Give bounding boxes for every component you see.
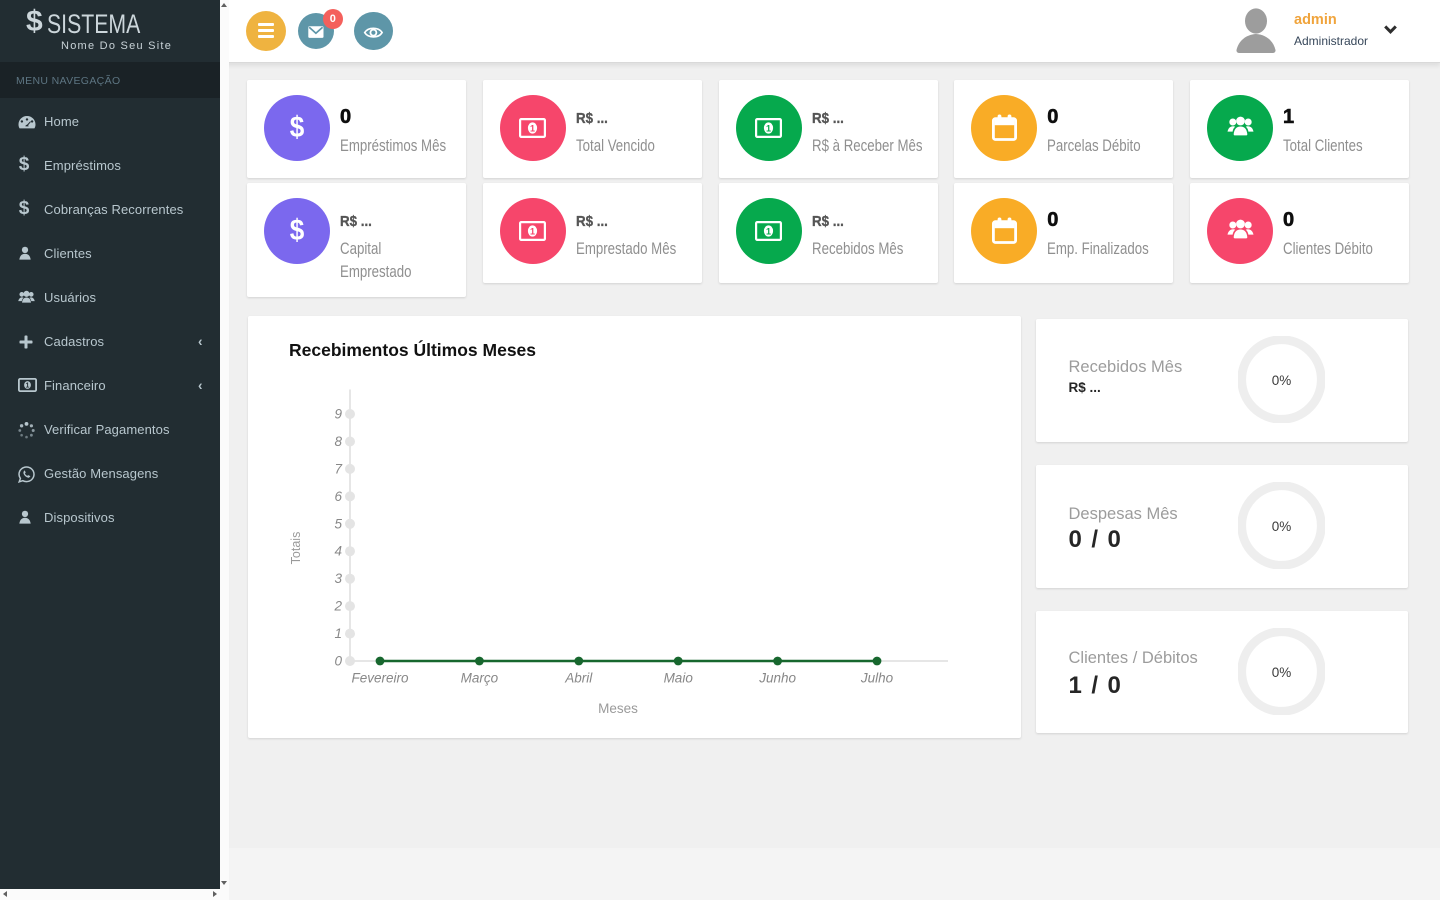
svg-text:9: 9 [334, 407, 342, 422]
svg-text:Fevereiro: Fevereiro [351, 671, 409, 686]
svg-text:5: 5 [334, 516, 342, 531]
svg-text:2: 2 [333, 599, 342, 614]
svg-text:8: 8 [334, 434, 342, 449]
svg-text:3: 3 [334, 571, 342, 586]
svg-text:1: 1 [530, 123, 535, 133]
svg-text:1: 1 [530, 226, 535, 236]
svg-text:1: 1 [26, 383, 30, 390]
svg-text:Abril: Abril [564, 671, 593, 686]
svg-text:Totais: Totais [289, 532, 303, 565]
svg-text:6: 6 [334, 489, 342, 504]
svg-text:Maio: Maio [664, 671, 694, 686]
svg-text:Junho: Junho [758, 671, 796, 686]
svg-text:1: 1 [766, 226, 771, 236]
svg-text:1: 1 [334, 626, 342, 641]
svg-text:1: 1 [766, 123, 771, 133]
svg-text:4: 4 [334, 544, 342, 559]
svg-text:Julho: Julho [860, 671, 894, 686]
svg-text:7: 7 [334, 461, 342, 476]
svg-text:Meses: Meses [598, 701, 638, 716]
svg-text:Março: Março [461, 671, 499, 686]
svg-text:0: 0 [334, 654, 342, 669]
